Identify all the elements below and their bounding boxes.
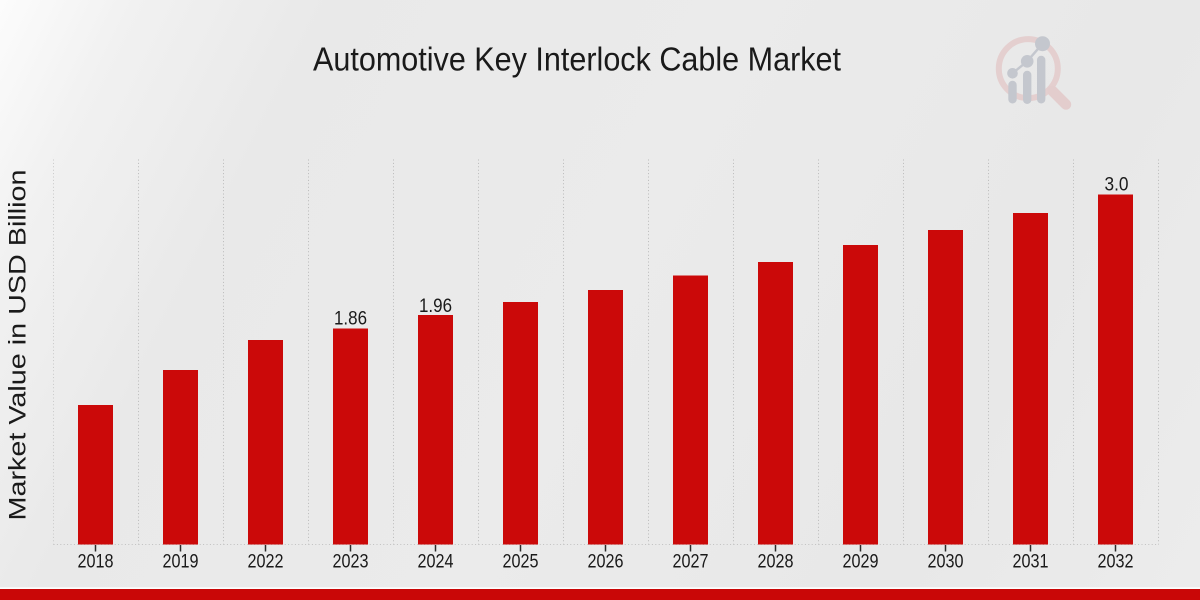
svg-text:2024: 2024 xyxy=(418,551,454,572)
svg-text:2023: 2023 xyxy=(333,551,369,572)
svg-text:3.0: 3.0 xyxy=(1105,175,1129,196)
svg-text:2030: 2030 xyxy=(928,551,964,572)
svg-text:2029: 2029 xyxy=(843,551,879,572)
svg-text:Market Value in USD Billion: Market Value in USD Billion xyxy=(5,170,32,521)
svg-text:Automotive Key Interlock Cable: Automotive Key Interlock Cable Market xyxy=(313,41,842,79)
svg-text:1.96: 1.96 xyxy=(419,296,452,317)
svg-text:2026: 2026 xyxy=(588,551,624,572)
svg-text:2025: 2025 xyxy=(503,551,539,572)
svg-text:2028: 2028 xyxy=(758,551,794,572)
svg-text:1.86: 1.86 xyxy=(334,309,367,330)
svg-text:2022: 2022 xyxy=(248,551,284,572)
svg-text:2019: 2019 xyxy=(163,551,199,572)
svg-text:2032: 2032 xyxy=(1098,551,1134,572)
svg-text:2031: 2031 xyxy=(1013,551,1049,572)
svg-text:2018: 2018 xyxy=(78,551,114,572)
svg-text:2027: 2027 xyxy=(673,551,709,572)
